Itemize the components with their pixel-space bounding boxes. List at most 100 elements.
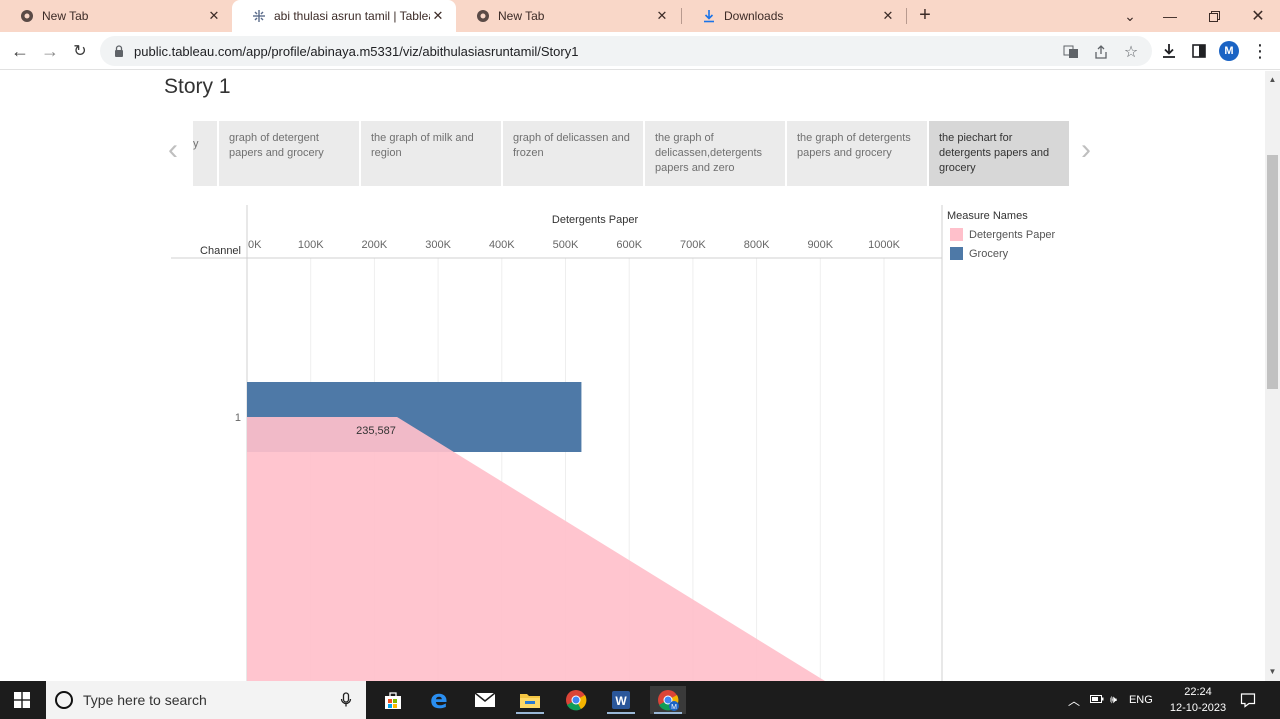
scroll-down-icon[interactable]: ▼ (1268, 667, 1277, 676)
word-icon[interactable]: W (603, 686, 639, 714)
tab-new-tab-2[interactable]: New Tab ✕ (456, 0, 680, 32)
new-tab-button[interactable]: + (919, 4, 931, 26)
edge-icon[interactable]: e (430, 685, 448, 715)
x-tick-label: 1000K (868, 239, 900, 251)
share-icon[interactable] (1092, 43, 1110, 61)
scroll-thumb[interactable] (1267, 155, 1278, 389)
tableau-icon (252, 9, 266, 23)
close-tab-icon[interactable]: ✕ (656, 8, 668, 23)
x-axis-title: Detergents Paper (552, 214, 639, 226)
close-tab-icon[interactable]: ✕ (432, 8, 444, 23)
y-category-label: 1 (235, 412, 241, 424)
x-tick-label: 800K (744, 239, 770, 251)
x-tick-label: 500K (553, 239, 579, 251)
language-indicator[interactable]: ENG (1128, 694, 1153, 706)
chrome-taskbar-icon[interactable] (558, 686, 594, 714)
kebab-menu-icon[interactable]: ⋮ (1251, 40, 1269, 61)
translate-icon[interactable] (1062, 43, 1080, 61)
side-panel-icon[interactable] (1187, 39, 1211, 63)
profile-avatar[interactable]: M (1219, 41, 1239, 61)
downloads-icon[interactable] (1157, 39, 1181, 63)
tab-search-chevron-icon[interactable]: ⌄ (1124, 7, 1136, 24)
forward-arrow-icon[interactable]: → (41, 40, 59, 61)
notifications-icon[interactable] (1240, 681, 1256, 719)
story-navigator: y graph of detergent papers and grocery … (193, 121, 1071, 186)
y-axis-title: Channel (200, 245, 241, 257)
story-point-6[interactable]: the piechart for detergents papers and g… (929, 121, 1069, 186)
lock-icon (112, 44, 126, 58)
taskbar-clock[interactable]: 22:24 12-10-2023 (1164, 684, 1232, 716)
legend-swatch (950, 228, 963, 241)
story-point-4[interactable]: the graph of delicassen,detergents paper… (645, 121, 785, 186)
running-indicator (516, 712, 544, 714)
search-placeholder: Type here to search (83, 692, 207, 708)
windows-start-icon[interactable] (14, 692, 30, 708)
x-tick-label: 900K (807, 239, 833, 251)
close-tab-icon[interactable]: ✕ (208, 8, 220, 23)
bar-detergents-paper (247, 417, 825, 681)
chrome-icon (476, 9, 490, 23)
volume-icon[interactable]: 🕪 (1110, 693, 1117, 706)
tableau-story-page: Story 1 ‹ y graph of detergent papers an… (0, 71, 1265, 681)
svg-text:W: W (615, 694, 627, 708)
reload-icon[interactable]: ↻ (73, 43, 87, 60)
tray-overflow-chevron-icon[interactable]: ︿ (1068, 693, 1081, 708)
story-point-0[interactable]: y (193, 121, 217, 186)
system-tray: ︿ 🕪 ENG (1068, 681, 1153, 719)
legend-item-grocery[interactable]: Grocery (950, 247, 1008, 260)
x-tick-label: 100K (298, 239, 324, 251)
browser-tab-strip: New Tab ✕ abi thulasi asrun tamil | Tabl… (0, 0, 1280, 32)
mail-icon[interactable] (467, 686, 503, 714)
store-icon[interactable] (375, 686, 411, 714)
browser-toolbar: ← → ↻ public.tableau.com/app/profile/abi… (0, 32, 1280, 70)
running-indicator (607, 712, 635, 714)
clock-date: 12-10-2023 (1169, 702, 1227, 714)
legend-item-detergents[interactable]: Detergents Paper (950, 228, 1055, 241)
microphone-icon[interactable] (340, 692, 352, 713)
x-tick-label: 400K (489, 239, 515, 251)
story-point-5[interactable]: the graph of detergents papers and groce… (787, 121, 927, 186)
restore-icon[interactable] (1192, 0, 1236, 32)
story-point-1[interactable]: graph of detergent papers and grocery (219, 121, 359, 186)
chart-area: Detergents Paper Channel 0K 100K 200K 300K 400… (0, 201, 1265, 681)
running-indicator (654, 712, 682, 714)
file-explorer-icon[interactable] (512, 686, 548, 714)
tab-title: abi thulasi asrun tamil | Tableau (274, 9, 430, 23)
legend-label: Grocery (969, 247, 1009, 260)
svg-text:M: M (671, 704, 677, 711)
taskbar-search-box[interactable]: Type here to search (46, 681, 366, 719)
story-prev-arrow-icon[interactable]: ‹ (168, 133, 178, 166)
bar-chart: Detergents Paper Channel 0K 100K 200K 300K 400… (171, 205, 943, 681)
windows-taskbar: Type here to search e W M ︿ 🕪 ENG 22:24 … (0, 681, 1280, 719)
tab-separator (906, 8, 907, 24)
bookmark-star-icon[interactable]: ☆ (1123, 44, 1139, 61)
legend-label: Detergents Paper (969, 228, 1056, 241)
legend-swatch (950, 247, 963, 260)
minimize-icon[interactable]: — (1163, 8, 1177, 24)
tab-new-tab-1[interactable]: New Tab ✕ (0, 0, 232, 32)
address-bar[interactable]: public.tableau.com/app/profile/abinaya.m… (100, 36, 1152, 66)
legend-title: Measure Names (947, 210, 1028, 222)
story-point-3[interactable]: graph of delicassen and frozen (503, 121, 643, 186)
tab-title: New Tab (498, 9, 545, 23)
tab-tableau[interactable]: abi thulasi asrun tamil | Tableau ✕ (232, 0, 456, 32)
x-tick-label: 600K (616, 239, 642, 251)
page-scrollbar[interactable]: ▲ ▼ (1265, 71, 1280, 681)
url-text: public.tableau.com/app/profile/abinaya.m… (134, 43, 579, 59)
battery-icon[interactable] (1090, 694, 1104, 707)
clock-time: 22:24 (1184, 686, 1212, 698)
scroll-up-icon[interactable]: ▲ (1268, 75, 1277, 84)
close-tab-icon[interactable]: ✕ (882, 8, 894, 23)
tab-downloads[interactable]: Downloads ✕ (682, 0, 906, 32)
story-point-2[interactable]: the graph of milk and region (361, 121, 501, 186)
data-label: 235,587 (356, 425, 396, 437)
story-next-arrow-icon[interactable]: › (1081, 133, 1091, 166)
story-title: Story 1 (164, 75, 231, 98)
tab-title: New Tab (42, 9, 89, 23)
x-tick-label: 700K (680, 239, 706, 251)
chrome-profile-taskbar-icon[interactable]: M (650, 686, 686, 714)
x-tick-label: 200K (362, 239, 388, 251)
back-arrow-icon[interactable]: ← (11, 40, 29, 61)
tab-separator (681, 8, 682, 24)
close-window-icon[interactable]: ✕ (1251, 8, 1265, 25)
